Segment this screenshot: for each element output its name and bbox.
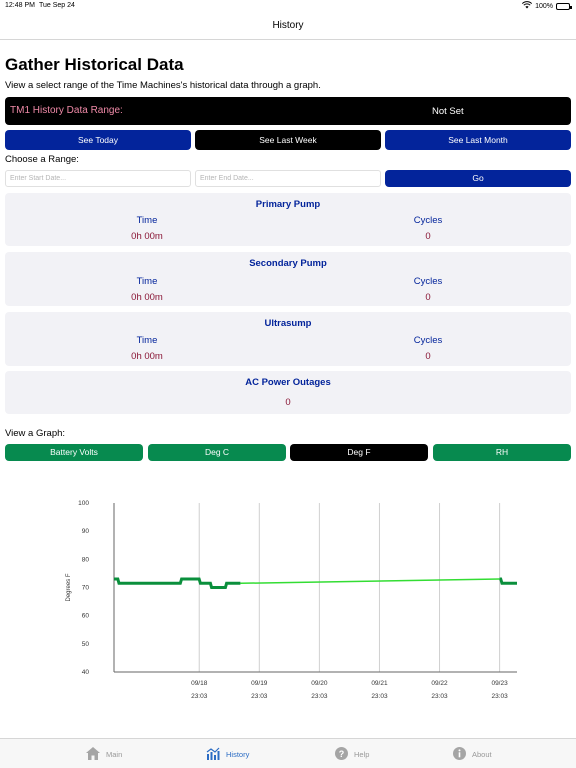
data-range-value: Not Set — [432, 106, 464, 117]
time-value: 0h 00m — [131, 231, 163, 242]
time-header: Time — [136, 276, 158, 287]
battery-percent: 100% — [535, 2, 553, 10]
view-graph-label: View a Graph: — [5, 428, 66, 439]
cycles-value: 0 — [425, 292, 431, 303]
time-value: 0h 00m — [131, 351, 163, 362]
navigation-bar: History — [0, 12, 576, 40]
x-tick-time: 23:03 — [311, 693, 328, 700]
data-range-bar: TM1 History Data Range: Not Set — [5, 97, 571, 125]
y-axis-label: Degrees F — [66, 573, 72, 601]
end-date-input[interactable]: Enter End Date... — [195, 170, 381, 187]
see-last-week-button[interactable]: See Last Week — [195, 130, 381, 150]
battery-volts-button[interactable]: Battery Volts — [5, 444, 143, 461]
status-time: 12:48 PM — [5, 2, 35, 9]
cycles-header: Cycles — [413, 276, 443, 287]
ac-power-outages-card: AC Power Outages 0 — [5, 371, 571, 414]
x-tick-time: 23:03 — [191, 693, 208, 700]
y-tick-label: 90 — [82, 528, 90, 535]
chart-icon — [206, 747, 220, 762]
x-tick-date: 09/21 — [371, 680, 388, 687]
x-tick-date: 09/19 — [251, 680, 268, 687]
deg-f-button[interactable]: Deg F — [290, 444, 428, 461]
ultrasump-card: Ultrasump Time Cycles 0h 00m 0 — [5, 312, 571, 366]
tab-bar: Main History ? Help About — [0, 738, 576, 768]
cycles-header: Cycles — [413, 215, 443, 226]
data-range-label: TM1 History Data Range: — [10, 105, 123, 116]
choose-range-label: Choose a Range: — [5, 154, 79, 165]
rh-button[interactable]: RH — [433, 444, 571, 461]
tab-label: Main — [106, 749, 123, 759]
tab-label: About — [472, 749, 492, 759]
house-icon — [86, 746, 100, 762]
question-icon: ? — [335, 746, 348, 762]
y-tick-label: 100 — [78, 500, 89, 507]
x-tick-date: 09/18 — [191, 680, 208, 687]
battery-icon — [556, 2, 572, 10]
y-tick-label: 60 — [82, 613, 90, 620]
nav-title: History — [272, 20, 304, 31]
y-tick-label: 50 — [82, 641, 90, 648]
series-line — [114, 577, 241, 589]
x-tick-time: 23:03 — [431, 693, 448, 700]
time-value: 0h 00m — [131, 292, 163, 303]
tab-label: Help — [354, 749, 370, 759]
wifi-icon — [522, 1, 533, 11]
secondary-pump-card: Secondary Pump Time Cycles 0h 00m 0 — [5, 252, 571, 306]
tab-about[interactable]: About — [453, 739, 492, 768]
cycles-header: Cycles — [413, 335, 443, 346]
series-line — [240, 578, 500, 585]
start-date-input[interactable]: Enter Start Date... — [5, 170, 191, 187]
x-tick-date: 09/20 — [311, 680, 328, 687]
card-title: AC Power Outages — [245, 377, 331, 388]
go-button[interactable]: Go — [385, 170, 571, 187]
x-tick-date: 09/23 — [491, 680, 508, 687]
card-title: Secondary Pump — [249, 258, 327, 269]
status-date: Tue Sep 24 — [39, 2, 75, 9]
primary-pump-card: Primary Pump Time Cycles 0h 00m 0 — [5, 193, 571, 246]
y-tick-label: 40 — [82, 669, 90, 676]
series-line — [499, 577, 517, 585]
degrees-f-line-chart: 09/18 23:03 09/19 23:03 09/20 23:03 09/21 23:03… — [66, 500, 517, 700]
time-header: Time — [136, 335, 158, 346]
deg-c-button[interactable]: Deg C — [148, 444, 286, 461]
x-tick-time: 23:03 — [491, 693, 508, 700]
see-last-month-button[interactable]: See Last Month — [385, 130, 571, 150]
x-tick-date: 09/22 — [431, 680, 448, 687]
tab-history[interactable]: History — [206, 739, 249, 768]
y-tick-label: 80 — [82, 556, 90, 563]
svg-text:?: ? — [339, 749, 345, 759]
cycles-value: 0 — [425, 351, 431, 362]
y-tick-label: 70 — [82, 585, 90, 592]
page-subtitle: View a select range of the Time Machines… — [5, 80, 321, 91]
outages-value: 0 — [285, 397, 291, 408]
cycles-value: 0 — [425, 231, 431, 242]
info-icon — [453, 746, 466, 762]
status-bar: 12:48 PM Tue Sep 24 100% — [0, 0, 576, 12]
page-title: Gather Historical Data — [5, 55, 184, 74]
card-title: Ultrasump — [264, 318, 312, 329]
x-tick-time: 23:03 — [251, 693, 268, 700]
tab-label: History — [226, 749, 250, 759]
time-header: Time — [136, 215, 158, 226]
tab-main[interactable]: Main — [86, 739, 122, 768]
x-tick-time: 23:03 — [371, 693, 388, 700]
tab-help[interactable]: ? Help — [335, 739, 369, 768]
see-today-button[interactable]: See Today — [5, 130, 191, 150]
card-title: Primary Pump — [255, 199, 321, 210]
